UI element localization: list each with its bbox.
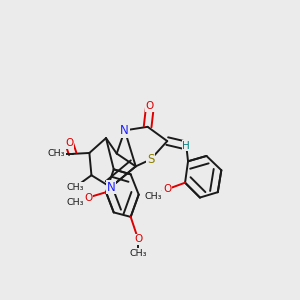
Text: O: O [146, 101, 154, 111]
Text: O: O [84, 193, 92, 202]
Text: CH₃: CH₃ [48, 149, 65, 158]
Text: O: O [65, 139, 73, 148]
Text: CH₃: CH₃ [144, 192, 162, 201]
Text: CH₃: CH₃ [129, 249, 147, 258]
Text: N: N [106, 181, 115, 194]
Text: N: N [120, 124, 129, 137]
Text: H: H [182, 140, 190, 151]
Text: O: O [163, 184, 171, 194]
Text: CH₃: CH₃ [66, 183, 84, 192]
Text: CH₃: CH₃ [66, 198, 84, 207]
Text: O: O [134, 234, 142, 244]
Text: S: S [147, 153, 154, 166]
